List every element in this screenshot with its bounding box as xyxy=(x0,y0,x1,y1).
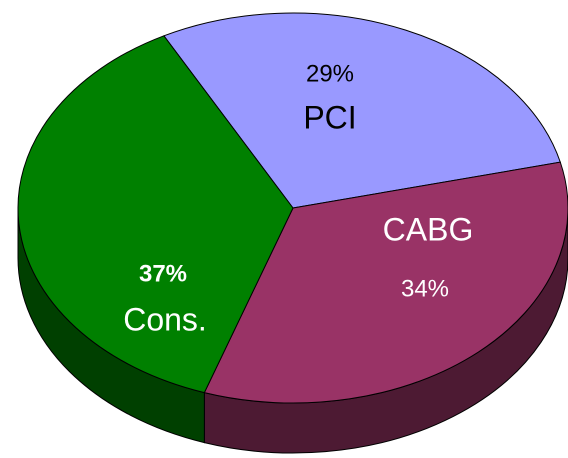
slice xyxy=(17,35,294,394)
slice-label: PCI xyxy=(303,99,356,135)
slice-value-label: 37% xyxy=(139,260,187,287)
slice-value-label: 34% xyxy=(401,275,449,302)
slice-value-label: 29% xyxy=(306,60,354,87)
slice-label: Cons. xyxy=(123,301,207,337)
slice xyxy=(163,12,561,209)
slice-label: CABG xyxy=(383,211,474,247)
